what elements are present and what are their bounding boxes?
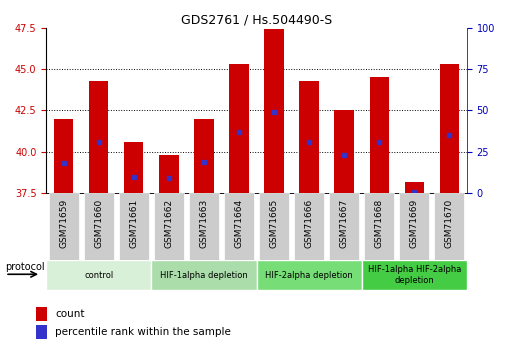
Text: HIF-2alpha depletion: HIF-2alpha depletion — [265, 270, 353, 280]
Bar — [224, 193, 254, 260]
Bar — [54, 119, 73, 193]
Text: count: count — [55, 309, 85, 319]
Text: GSM71667: GSM71667 — [340, 199, 349, 248]
Bar — [46, 260, 151, 290]
Bar — [229, 64, 249, 193]
Text: GSM71670: GSM71670 — [445, 199, 454, 248]
Bar — [329, 193, 359, 260]
Bar — [440, 64, 459, 193]
Bar — [84, 193, 114, 260]
Text: GSM71661: GSM71661 — [129, 199, 139, 248]
Bar — [151, 260, 256, 290]
Bar — [36, 307, 47, 321]
Text: protocol: protocol — [5, 262, 45, 272]
Bar — [369, 77, 389, 193]
Bar — [300, 81, 319, 193]
Text: percentile rank within the sample: percentile rank within the sample — [55, 327, 231, 337]
Bar — [399, 193, 429, 260]
Bar — [124, 142, 144, 193]
Bar — [264, 29, 284, 193]
Bar — [334, 110, 354, 193]
Bar — [294, 193, 324, 260]
Bar — [189, 193, 219, 260]
Text: HIF-1alpha depletion: HIF-1alpha depletion — [160, 270, 248, 280]
Bar — [405, 181, 424, 193]
Text: GSM71660: GSM71660 — [94, 199, 103, 248]
Bar — [194, 119, 213, 193]
Text: control: control — [84, 270, 113, 280]
Bar — [89, 81, 108, 193]
Bar — [259, 193, 289, 260]
Text: GSM71663: GSM71663 — [200, 199, 208, 248]
Bar — [362, 260, 467, 290]
Text: GSM71662: GSM71662 — [164, 199, 173, 248]
Bar — [49, 193, 78, 260]
Text: GSM71665: GSM71665 — [269, 199, 279, 248]
Text: GSM71659: GSM71659 — [59, 199, 68, 248]
Bar — [159, 155, 179, 193]
Bar — [119, 193, 149, 260]
Text: GSM71669: GSM71669 — [410, 199, 419, 248]
Bar — [36, 325, 47, 338]
Text: GSM71668: GSM71668 — [374, 199, 384, 248]
Bar — [364, 193, 394, 260]
Title: GDS2761 / Hs.504490-S: GDS2761 / Hs.504490-S — [181, 13, 332, 27]
Bar — [435, 193, 464, 260]
Text: GSM71666: GSM71666 — [305, 199, 313, 248]
Bar — [256, 260, 362, 290]
Text: HIF-1alpha HIF-2alpha
depletion: HIF-1alpha HIF-2alpha depletion — [367, 265, 461, 285]
Bar — [154, 193, 184, 260]
Text: GSM71664: GSM71664 — [234, 199, 244, 248]
